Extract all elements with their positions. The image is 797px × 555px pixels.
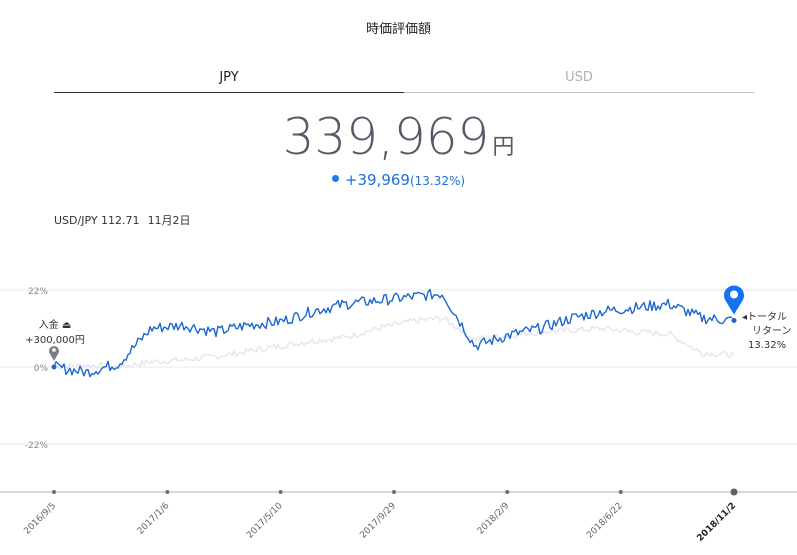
- total-return-annotation: ◂トータル リターン 13.32%: [742, 311, 792, 353]
- x-tick-dot: [52, 490, 56, 494]
- x-tick-dot: [165, 490, 170, 494]
- chart-markers: [49, 285, 744, 370]
- total-return-value: 13.32%: [748, 340, 787, 351]
- tab-active-underline: [54, 92, 404, 93]
- market-value: 339,969 円: [0, 108, 797, 166]
- x-tick-label: 2018/6/22: [585, 501, 625, 541]
- start-point: [51, 364, 57, 370]
- change-amount: +39,969: [344, 171, 410, 189]
- performance-chart[interactable]: 22% 0% -22% 2016/9/5 2017/1/6 2017/5/10 2017/…: [0, 270, 797, 555]
- deposit-amount: +300,000円: [25, 335, 85, 346]
- tab-jpy[interactable]: JPY: [219, 70, 239, 85]
- x-tick-label: 2017/1/6: [136, 501, 172, 537]
- benchmark-series-line: [54, 315, 735, 370]
- exchange-rate-date: 11月2日: [147, 214, 191, 227]
- x-tick-dot: [730, 488, 738, 496]
- x-tick-dot: [278, 490, 283, 494]
- chart-grid: 22% 0% -22%: [0, 287, 797, 451]
- market-value-number: 339,969: [282, 108, 490, 166]
- deposit-pin-dot: [52, 348, 56, 352]
- y-tick-label: 0%: [34, 364, 49, 374]
- deposit-annotation: 入金 ⏏ +300,000円: [20, 318, 90, 348]
- portfolio-series-line: [53, 288, 735, 378]
- deposit-label: 入金: [38, 320, 59, 331]
- current-pin-dot: [730, 290, 738, 299]
- x-tick-dot: [392, 490, 396, 494]
- tab-divider: [404, 92, 754, 93]
- change-dot-icon: [331, 175, 339, 182]
- deposit-icon: ⏏: [61, 320, 72, 331]
- x-tick-label: 2016/9/5: [22, 501, 58, 537]
- current-pin-icon: [724, 285, 744, 315]
- change-summary: +39,969(13.32%): [0, 171, 797, 189]
- tab-usd[interactable]: USD: [565, 70, 593, 85]
- market-value-unit: 円: [492, 135, 515, 160]
- x-tick-label: 2018/2/9: [476, 501, 512, 537]
- x-tick-label: 2017/5/10: [245, 501, 285, 541]
- page-title: 時価評価額: [365, 22, 431, 37]
- x-tick-dot: [618, 490, 623, 494]
- currency-tabs: JPY USD: [54, 70, 754, 94]
- x-tick-label: 2018/11/2: [695, 501, 738, 544]
- chart-axis: 2016/9/5 2017/1/6 2017/5/10 2017/9/29 2018/2…: [0, 488, 797, 544]
- deposit-pin-icon: [49, 346, 59, 361]
- chart-series: [53, 288, 735, 378]
- exchange-rate: USD/JPY 112.71 11月2日: [54, 212, 191, 228]
- exchange-rate-pair: USD/JPY 112.71: [54, 214, 140, 227]
- change-percent: (13.32%): [409, 174, 466, 188]
- y-tick-label: 22%: [28, 287, 48, 297]
- x-tick-label: 2017/9/29: [358, 501, 398, 541]
- total-return-label-1: ◂トータル: [742, 312, 788, 323]
- end-point: [730, 316, 738, 324]
- y-tick-label: -22%: [25, 441, 49, 451]
- total-return-label-2: リターン: [752, 326, 792, 337]
- x-tick-dot: [505, 490, 510, 494]
